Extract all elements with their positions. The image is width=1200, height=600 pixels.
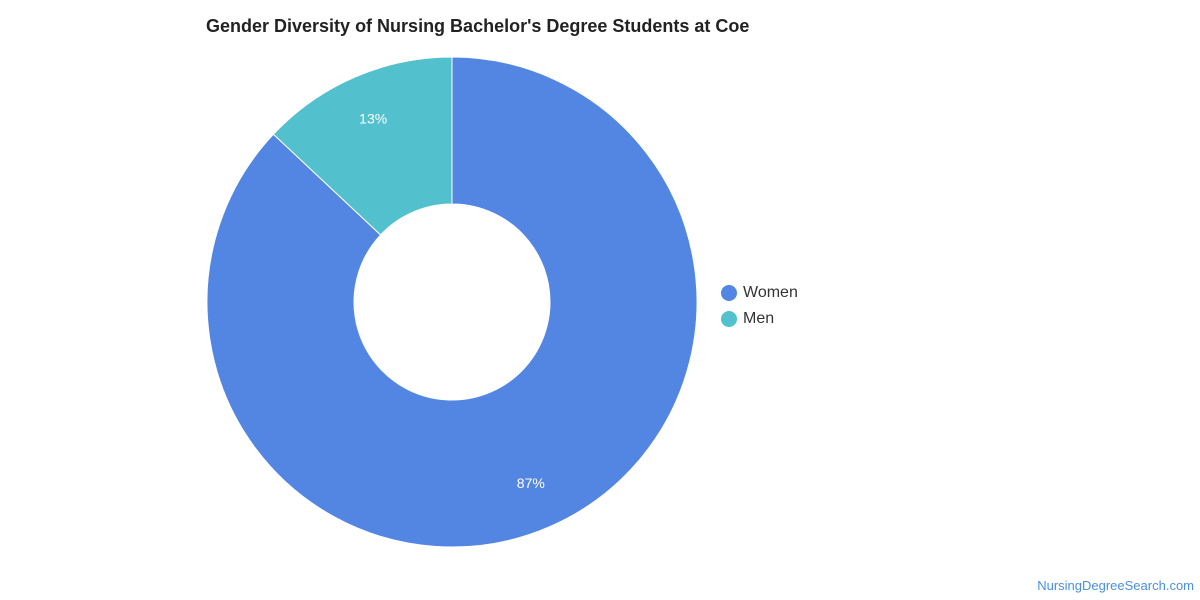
slice-label-women: 87% [517,475,545,491]
source-credit[interactable]: NursingDegreeSearch.com [1037,578,1194,593]
legend-item-men[interactable]: Men [721,306,798,332]
legend: Women Men [721,280,798,332]
legend-swatch-women [721,285,737,301]
legend-label-men: Men [743,310,775,327]
slice-women[interactable] [206,56,698,548]
chart-title: Gender Diversity of Nursing Bachelor's D… [206,16,750,36]
legend-item-women[interactable]: Women [721,280,798,306]
legend-swatch-men [721,311,737,327]
slice-men[interactable] [272,56,453,236]
slice-label-men: 13% [359,111,387,127]
legend-label-women: Women [743,284,798,301]
